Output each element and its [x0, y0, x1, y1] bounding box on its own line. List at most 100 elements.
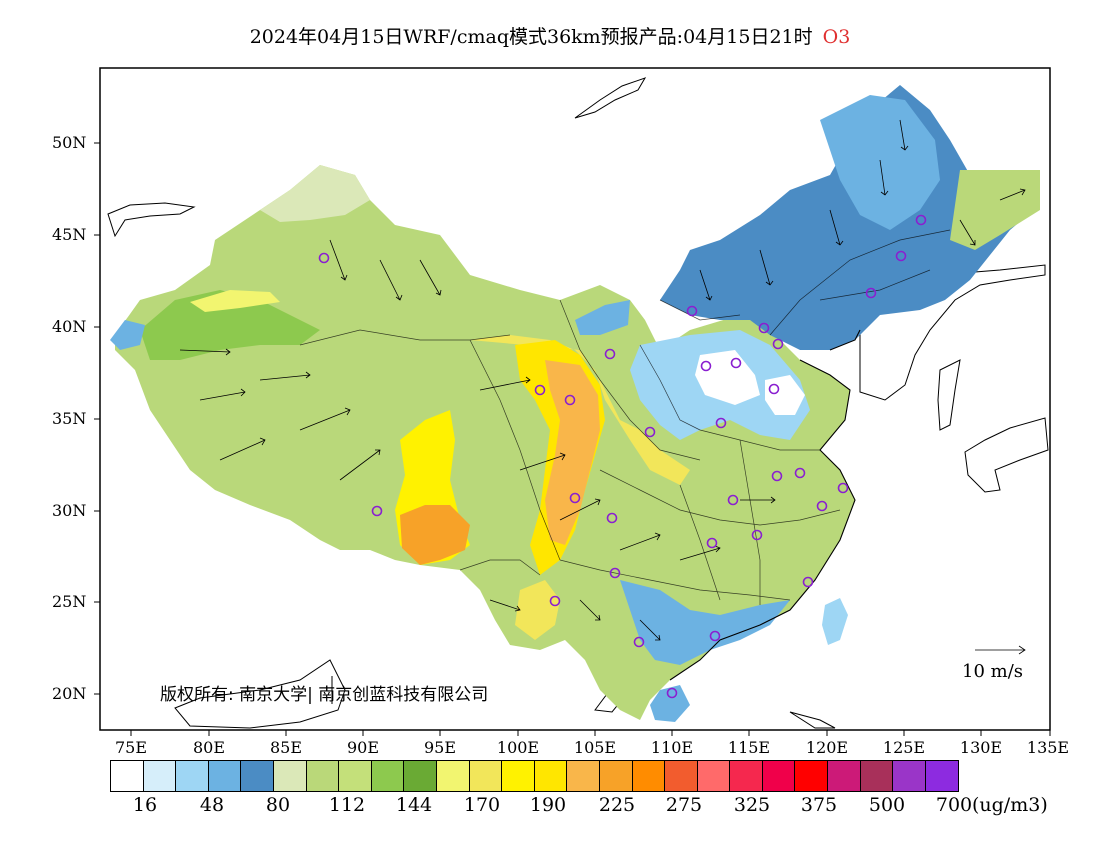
legend-swatch	[143, 761, 177, 791]
legend-swatch	[925, 761, 959, 791]
station-markers	[318, 214, 927, 699]
legend-label: 700	[935, 794, 973, 816]
circle-marker	[686, 305, 698, 317]
circle-marker	[837, 482, 849, 494]
legend-swatch	[111, 761, 144, 791]
hainan-island	[650, 685, 690, 722]
lat-label: 30N	[52, 501, 87, 520]
lon-label: 105E	[573, 738, 617, 757]
map-title: 2024年04月15日WRF/cmaq模式36km预报产品:04月15日21时 O…	[0, 22, 1100, 49]
lat-ticks	[94, 142, 100, 695]
legend-unit: (ug/m3)	[972, 794, 1048, 816]
copyright-text: 版权所有: 南京大学| 南京创蓝科技有限公司	[160, 685, 489, 705]
south-china-low-zone	[620, 580, 790, 665]
circle-marker	[772, 338, 784, 350]
legend-swatch	[404, 761, 437, 791]
lon-label: 130E	[959, 738, 1003, 757]
legend-swatch	[436, 761, 470, 791]
lat-label: 50N	[52, 133, 87, 152]
lon-label: 90E	[346, 738, 380, 757]
lon-ticks	[130, 730, 1051, 736]
legend-swatch	[306, 761, 340, 791]
circle-marker	[865, 287, 877, 299]
circle-marker	[569, 492, 581, 504]
circle-marker	[768, 383, 780, 395]
circle-marker	[794, 467, 806, 479]
legend-label: 112	[328, 794, 366, 816]
legend-swatch	[893, 761, 926, 791]
legend-swatch	[860, 761, 894, 791]
legend-label: 325	[733, 794, 771, 816]
circle-marker	[895, 250, 907, 262]
circle-marker	[730, 357, 742, 369]
legend-swatch	[371, 761, 405, 791]
circle-marker	[700, 360, 712, 372]
wind-scale-label: 10 m/s	[962, 661, 1023, 682]
legend-swatch	[241, 761, 274, 791]
pollutant-species: O3	[822, 26, 851, 48]
legend-swatch	[632, 761, 666, 791]
lon-label: 125E	[882, 738, 926, 757]
legend-label: 80	[265, 794, 291, 816]
circle-marker	[534, 384, 546, 396]
wind-vectors	[179, 119, 1026, 655]
lat-label: 40N	[52, 317, 87, 336]
legend-swatch	[339, 761, 372, 791]
province-borders	[299, 229, 951, 605]
circle-marker	[751, 529, 763, 541]
circle-marker	[644, 426, 656, 438]
india-coastline	[174, 659, 346, 729]
lon-label: 115E	[727, 738, 771, 757]
lon-label: 95E	[423, 738, 457, 757]
legend-swatch	[599, 761, 633, 791]
title-text: 2024年04月15日WRF/cmaq模式36km预报产品:04月15日21时	[249, 26, 813, 48]
lon-label: 135E	[1026, 738, 1070, 757]
circle-marker	[609, 567, 621, 579]
legend-swatch	[534, 761, 568, 791]
legend-labels: 16 48 80 112 144 170 190 225 275 325 375…	[0, 794, 1100, 818]
circle-marker	[709, 630, 721, 642]
circle-marker	[715, 417, 727, 429]
legend-label: 170	[463, 794, 501, 816]
legend-swatch	[828, 761, 861, 791]
japan-coastline	[964, 417, 1049, 493]
circle-marker	[727, 494, 739, 506]
tibet-southeast-peak	[400, 505, 470, 565]
lon-label: 100E	[496, 738, 540, 757]
circle-marker	[816, 500, 828, 512]
circle-marker	[549, 595, 561, 607]
lat-label: 25N	[52, 592, 87, 611]
circle-marker	[771, 470, 783, 482]
circle-marker	[633, 636, 645, 648]
legend-swatch	[795, 761, 829, 791]
lat-label: 35N	[52, 409, 87, 428]
lat-label: 20N	[52, 684, 87, 703]
taiwan-island	[822, 598, 848, 645]
legend-label: 500	[868, 794, 906, 816]
circle-marker	[706, 537, 718, 549]
legend-label: 144	[395, 794, 433, 816]
circle-marker	[915, 214, 927, 226]
legend-label: 48	[199, 794, 225, 816]
legend-swatch	[762, 761, 796, 791]
wind-scale-arrow	[975, 645, 1026, 655]
color-legend	[110, 760, 960, 792]
lon-label: 120E	[805, 738, 849, 757]
legend-label: 375	[800, 794, 838, 816]
legend-swatch	[697, 761, 731, 791]
legend-swatch	[502, 761, 535, 791]
circle-marker	[564, 394, 576, 406]
circle-marker	[606, 512, 618, 524]
legend-label: 275	[665, 794, 703, 816]
china-coastline	[669, 329, 861, 681]
lat-label: 45N	[52, 225, 87, 244]
legend-swatch	[730, 761, 763, 791]
northeast-low-zone	[660, 85, 1040, 350]
legend-label: 225	[598, 794, 636, 816]
legend-swatch	[176, 761, 209, 791]
lon-label: 80E	[192, 738, 226, 757]
circle-marker	[371, 505, 383, 517]
legend-swatch	[665, 761, 698, 791]
circle-marker	[666, 687, 678, 699]
